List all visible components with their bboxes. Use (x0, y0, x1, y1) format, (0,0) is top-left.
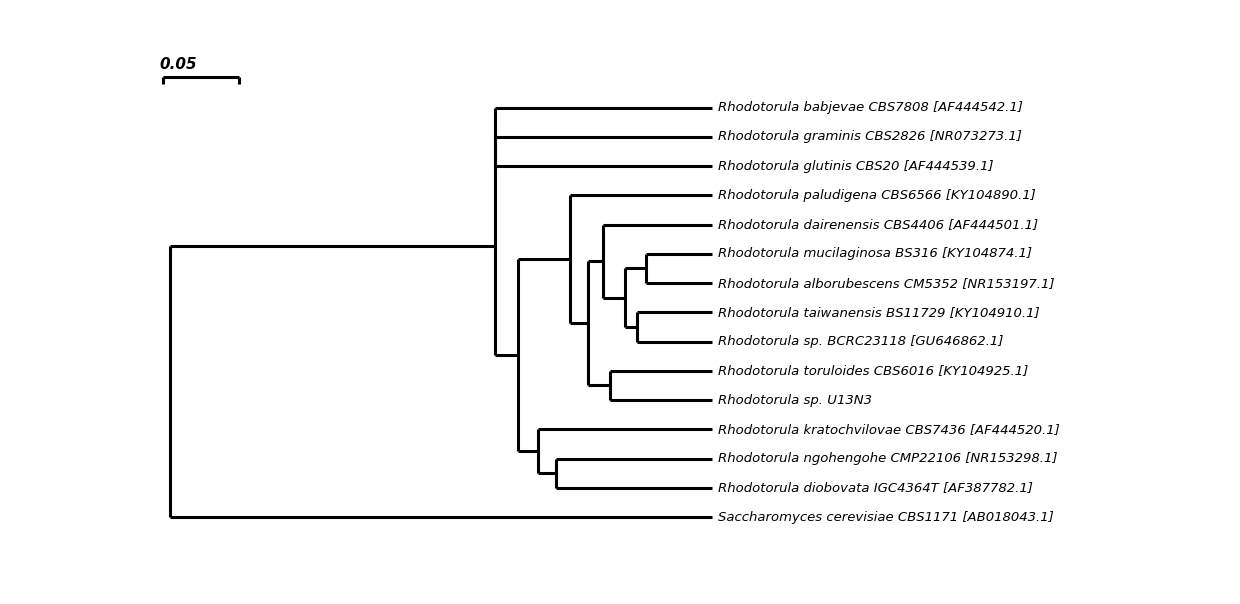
Text: 0.05: 0.05 (160, 57, 197, 72)
Text: Rhodotorula glutinis CBS20 [AF444539.1]: Rhodotorula glutinis CBS20 [AF444539.1] (718, 159, 993, 173)
Text: Rhodotorula babjevae CBS7808 [AF444542.1]: Rhodotorula babjevae CBS7808 [AF444542.1… (718, 101, 1023, 114)
Text: Rhodotorula ngohengohe CMP22106 [NR153298.1]: Rhodotorula ngohengohe CMP22106 [NR15329… (718, 452, 1058, 465)
Text: Rhodotorula sp. BCRC23118 [GU646862.1]: Rhodotorula sp. BCRC23118 [GU646862.1] (718, 335, 1003, 348)
Text: Rhodotorula alborubescens CM5352 [NR153197.1]: Rhodotorula alborubescens CM5352 [NR1531… (718, 277, 1054, 289)
Text: Rhodotorula sp. U13N3: Rhodotorula sp. U13N3 (718, 394, 872, 406)
Text: Rhodotorula toruloides CBS6016 [KY104925.1]: Rhodotorula toruloides CBS6016 [KY104925… (718, 364, 1028, 378)
Text: Rhodotorula diobovata IGC4364T [AF387782.1]: Rhodotorula diobovata IGC4364T [AF387782… (718, 481, 1033, 494)
Text: Rhodotorula paludigena CBS6566 [KY104890.1]: Rhodotorula paludigena CBS6566 [KY104890… (718, 189, 1035, 202)
Text: Rhodotorula dairenensis CBS4406 [AF444501.1]: Rhodotorula dairenensis CBS4406 [AF44450… (718, 218, 1038, 231)
Text: Rhodotorula taiwanensis BS11729 [KY104910.1]: Rhodotorula taiwanensis BS11729 [KY10491… (718, 306, 1039, 319)
Text: Rhodotorula graminis CBS2826 [NR073273.1]: Rhodotorula graminis CBS2826 [NR073273.1… (718, 130, 1022, 143)
Text: Rhodotorula kratochvilovae CBS7436 [AF444520.1]: Rhodotorula kratochvilovae CBS7436 [AF44… (718, 423, 1060, 436)
Text: Rhodotorula mucilaginosa BS316 [KY104874.1]: Rhodotorula mucilaginosa BS316 [KY104874… (718, 247, 1032, 260)
Text: Saccharomyces cerevisiae CBS1171 [AB018043.1]: Saccharomyces cerevisiae CBS1171 [AB0180… (718, 510, 1054, 524)
